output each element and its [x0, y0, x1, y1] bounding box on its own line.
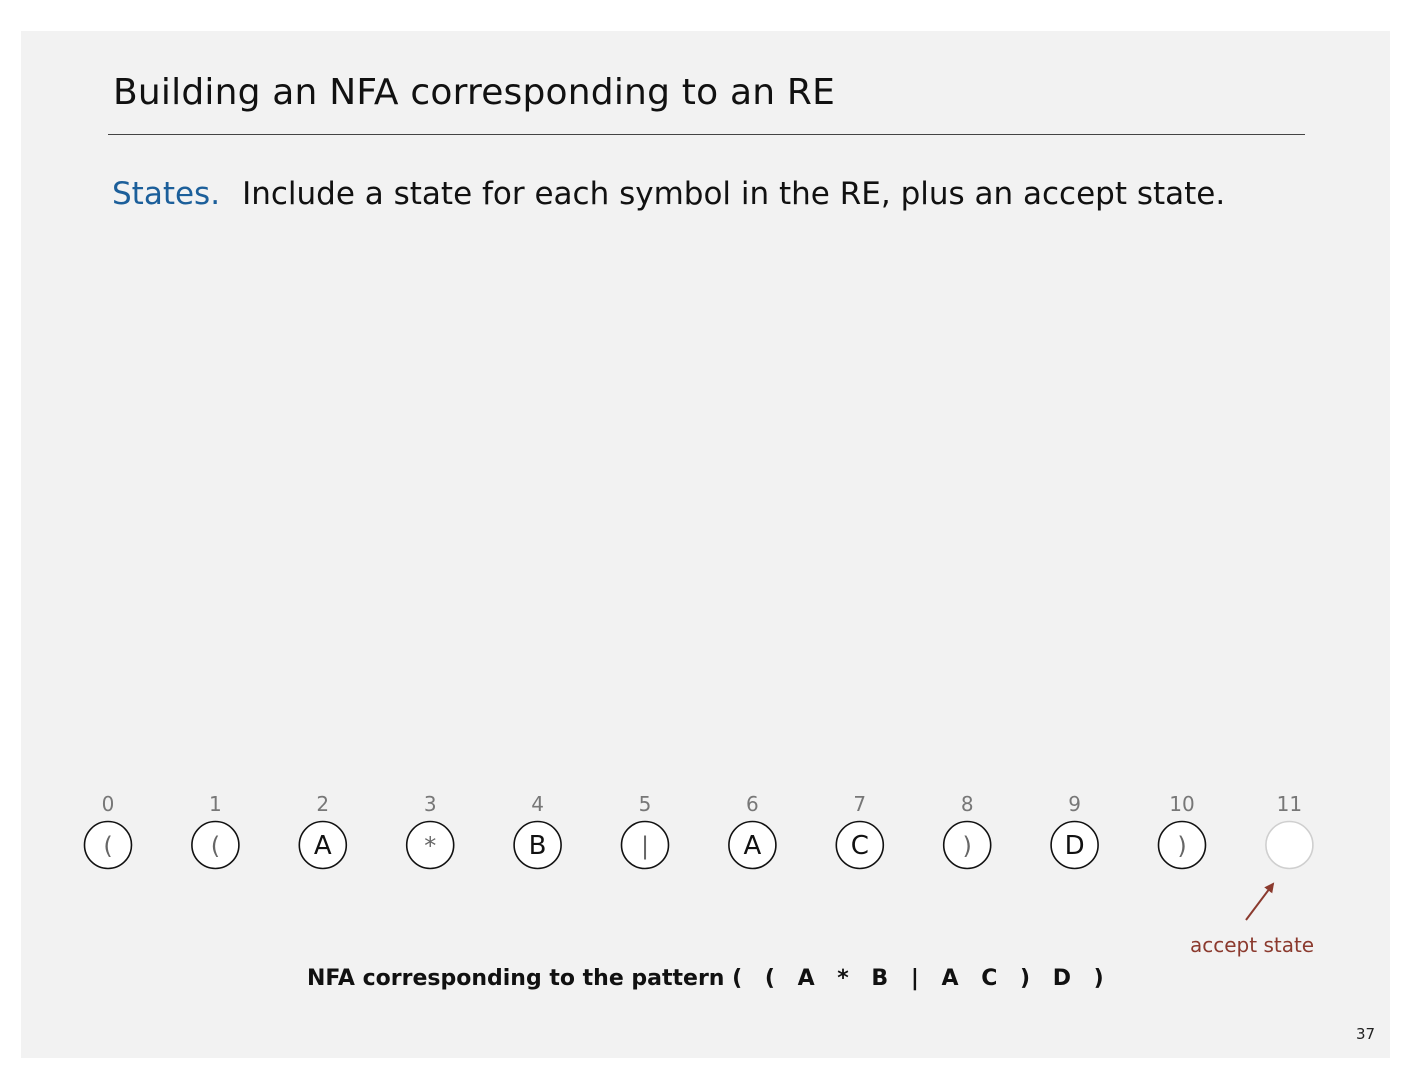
state-circle: [298, 820, 348, 870]
state-index: 9: [1068, 792, 1081, 816]
state-symbol: ): [963, 832, 972, 860]
nfa-state-10: 10): [1157, 792, 1207, 870]
state-symbol: A: [744, 831, 762, 861]
nfa-state-8: 8): [942, 792, 992, 870]
page-number: 37: [1356, 1025, 1376, 1043]
nfa-state-7: 7C: [835, 792, 885, 870]
nfa-caption: NFA corresponding to the pattern ( ( A *…: [307, 966, 1104, 991]
nfa-state-4: 4B: [513, 792, 562, 870]
state-symbol: D: [1065, 831, 1085, 861]
state-index: 4: [531, 792, 544, 816]
state-circle: [191, 820, 240, 870]
state-index: 0: [102, 792, 115, 816]
state-circle: [405, 820, 455, 870]
nfa-state-3: 3*: [405, 792, 455, 870]
state-circle: [83, 820, 133, 870]
state-symbol: B: [529, 831, 547, 861]
states-text: Include a state for each symbol in the R…: [242, 176, 1226, 212]
states-statement: States. Include a state for each symbol i…: [112, 176, 1225, 212]
state-symbol: (: [103, 832, 112, 860]
state-circle: [942, 820, 992, 870]
state-circle: [728, 820, 777, 870]
state-index: 2: [316, 792, 329, 816]
state-index: 5: [639, 792, 652, 816]
state-circle: [1157, 820, 1207, 870]
nfa-state-0: 0(: [83, 792, 133, 870]
state-index: 6: [746, 792, 759, 816]
state-index: 1: [209, 792, 222, 816]
nfa-state-6: 6A: [728, 792, 777, 870]
state-index: 8: [961, 792, 974, 816]
nfa-state-11: 11: [1265, 792, 1314, 870]
nfa-state-9: 9D: [1050, 792, 1099, 870]
state-index: 10: [1169, 792, 1194, 816]
nfa-state-5: 5|: [620, 792, 670, 870]
slide: [21, 31, 1390, 1058]
accept-state-arrow: [1245, 882, 1275, 921]
state-symbol: |: [641, 832, 649, 860]
caption-pattern: ( ( A * B | A C ) D ): [732, 966, 1105, 991]
accept-state-label: accept state: [1190, 933, 1315, 957]
state-circle: [1050, 820, 1099, 870]
state-symbol: A: [314, 831, 332, 861]
state-circle: [513, 820, 562, 870]
slide-title: Building an NFA corresponding to an RE: [113, 72, 836, 113]
state-circle: [620, 820, 670, 870]
title-divider: [108, 134, 1305, 135]
state-symbol: *: [424, 832, 436, 860]
state-circle: [835, 820, 885, 870]
nfa-state-2: 2A: [298, 792, 348, 870]
state-symbol: C: [851, 831, 869, 861]
state-symbol: (: [211, 832, 220, 860]
state-index: 3: [424, 792, 437, 816]
caption-prefix: NFA corresponding to the pattern: [307, 966, 725, 991]
state-index: 11: [1277, 792, 1302, 816]
accept-state-circle: [1265, 820, 1314, 870]
state-symbol: ): [1177, 832, 1186, 860]
nfa-state-1: 1(: [191, 792, 240, 870]
states-lead: States.: [112, 176, 221, 212]
state-index: 7: [853, 792, 866, 816]
